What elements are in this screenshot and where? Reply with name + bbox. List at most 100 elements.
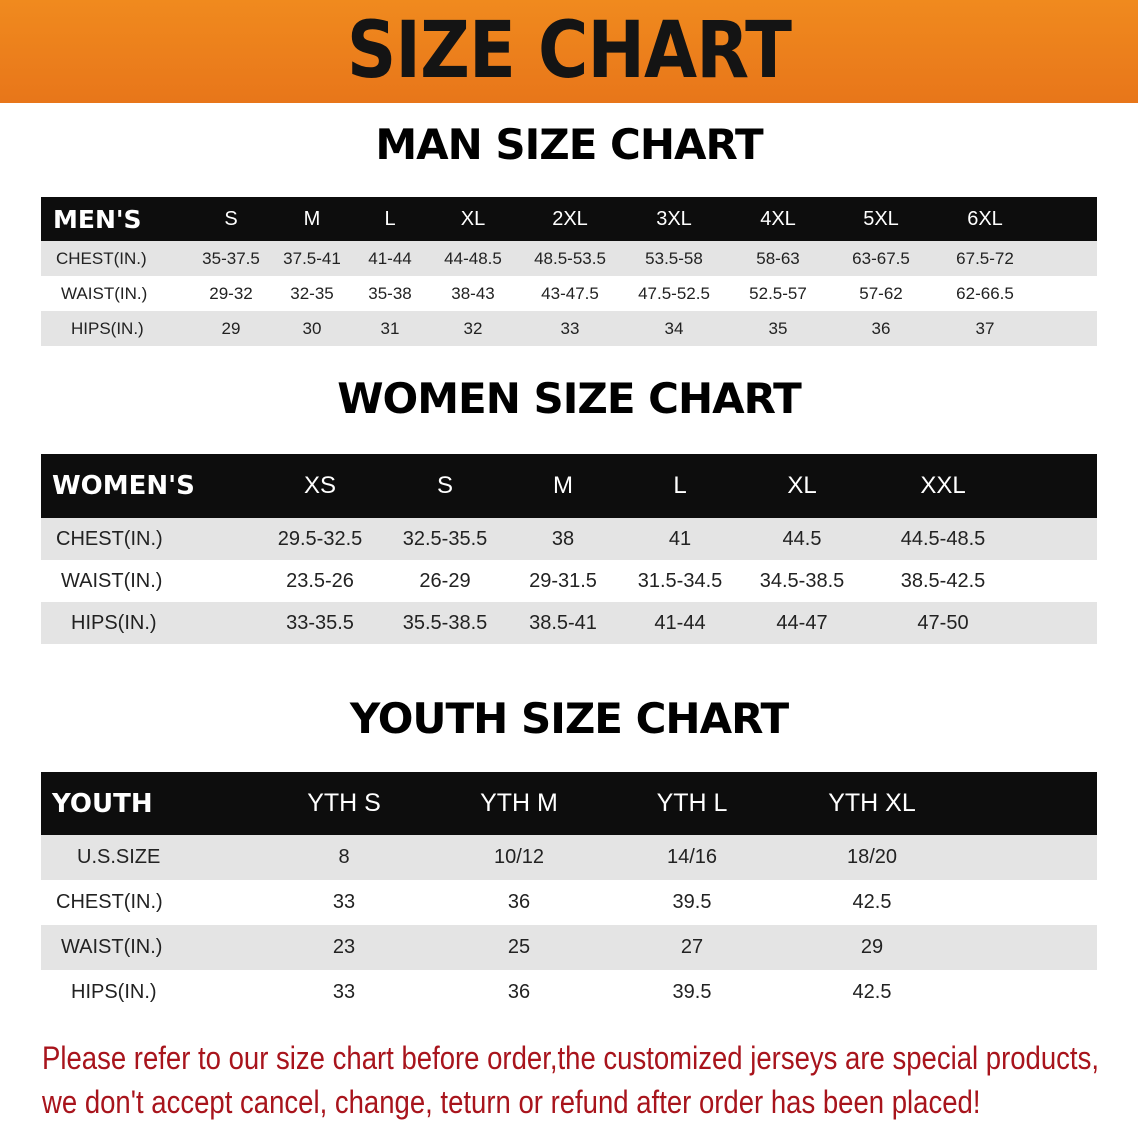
measurement-value-cell: 44.5 xyxy=(782,527,822,550)
size-header-cell: S xyxy=(436,472,454,499)
table-row: CHEST(IN.) 35-37.5 37.5-41 41-44 44-48.5 48.5… xyxy=(41,241,1097,276)
women-size-table: WOMEN'S XS S M L XL XXL CHEST(IN.) 29.5-32.5 32.5… xyxy=(41,454,1097,644)
table-title-cell: WOMEN'S xyxy=(52,471,195,501)
measurement-value-cell: 32.5-35.5 xyxy=(402,527,488,550)
table-header-row: MEN'S S M L XL 2XL 3XL 4XL 5XL 6XL xyxy=(41,197,1097,241)
measurement-label-cell: WAIST(IN.) xyxy=(61,569,163,592)
measurement-value-cell: 67.5-72 xyxy=(956,248,1014,268)
table-header-row: WOMEN'S XS S M L XL XXL xyxy=(41,454,1097,518)
measurement-value-cell: 44-47 xyxy=(776,611,828,634)
size-header-cell: YTH S xyxy=(307,789,381,817)
order-notice-line-1: Please refer to our size chart before or… xyxy=(42,1040,1099,1076)
measurement-label-cell: CHEST(IN.) xyxy=(56,527,163,550)
table-row: CHEST(IN.) 29.5-32.5 32.5-35.5 38 41 44.5 44.5… xyxy=(41,518,1097,560)
measurement-value-cell: 14/16 xyxy=(666,846,718,868)
measurement-value-cell: 34 xyxy=(664,318,684,338)
measurement-value-cell: 36 xyxy=(507,891,531,913)
measurement-value-cell: 62-66.5 xyxy=(956,283,1014,303)
size-header-cell: YTH L xyxy=(656,789,728,817)
table-row: WAIST(IN.) 23.5-26 26-29 29-31.5 31.5-34.5 34… xyxy=(41,560,1097,602)
size-header-cell: YTH M xyxy=(480,789,558,817)
size-header-cell: L xyxy=(384,207,396,230)
table-row: HIPS(IN.) 33 36 39.5 42.5 xyxy=(41,970,1097,1015)
measurement-value-cell: 38.5-41 xyxy=(529,611,597,634)
measurement-value-cell: 31 xyxy=(380,318,400,338)
size-header-cell: XL xyxy=(460,207,486,230)
banner-title: SIZE CHART xyxy=(346,6,792,96)
order-notice-line-2: we don't accept cancel, change, teturn o… xyxy=(42,1084,981,1120)
table-row: CHEST(IN.) 33 36 39.5 42.5 xyxy=(41,880,1097,925)
measurement-value-cell: 37 xyxy=(975,318,995,338)
measurement-value-cell: 29 xyxy=(860,936,884,958)
measurement-label-cell: HIPS(IN.) xyxy=(71,318,144,338)
size-header-cell: L xyxy=(673,472,687,499)
size-header-cell: M xyxy=(303,207,321,230)
measurement-value-cell: 58-63 xyxy=(756,248,800,268)
size-header-cell: XS xyxy=(303,472,337,499)
size-header-cell: 2XL xyxy=(552,207,588,230)
measurement-value-cell: 44.5-48.5 xyxy=(900,527,986,550)
size-header-cell: 4XL xyxy=(760,207,796,230)
measurement-value-cell: 44-48.5 xyxy=(444,248,502,268)
measurement-label-cell: HIPS(IN.) xyxy=(71,611,157,634)
table-header-row: YOUTH YTH S YTH M YTH L YTH XL xyxy=(41,772,1097,835)
size-header-cell: S xyxy=(224,207,238,230)
measurement-value-cell: 38 xyxy=(551,527,575,550)
measurement-value-cell: 27 xyxy=(680,936,704,958)
measurement-value-cell: 36 xyxy=(507,981,531,1003)
measurement-value-cell: 32 xyxy=(463,318,483,338)
measurement-value-cell: 30 xyxy=(302,318,322,338)
table-row: HIPS(IN.) 29 30 31 32 33 34 35 36 37 xyxy=(41,311,1097,346)
measurement-value-cell: 23.5-26 xyxy=(286,569,354,592)
measurement-value-cell: 34.5-38.5 xyxy=(759,569,845,592)
measurement-value-cell: 31.5-34.5 xyxy=(637,569,723,592)
measurement-value-cell: 37.5-41 xyxy=(283,248,341,268)
measurement-value-cell: 33 xyxy=(560,318,580,338)
measurement-value-cell: 53.5-58 xyxy=(645,248,703,268)
size-header-cell: 5XL xyxy=(863,207,899,230)
measurement-label-cell: U.S.SIZE xyxy=(77,846,161,868)
size-header-cell: 6XL xyxy=(967,207,1003,230)
measurement-value-cell: 18/20 xyxy=(846,846,898,868)
size-header-cell: XL xyxy=(787,472,817,499)
table-row: WAIST(IN.) 23 25 27 29 xyxy=(41,925,1097,970)
men-section-title: MAN SIZE CHART xyxy=(375,120,763,169)
measurement-value-cell: 57-62 xyxy=(859,283,903,303)
measurement-value-cell: 41-44 xyxy=(654,611,706,634)
measurement-value-cell: 48.5-53.5 xyxy=(534,248,606,268)
measurement-label-cell: WAIST(IN.) xyxy=(61,936,163,958)
measurement-value-cell: 35 xyxy=(768,318,788,338)
measurement-value-cell: 39.5 xyxy=(672,981,712,1003)
size-header-cell: YTH XL xyxy=(828,789,916,817)
table-row: WAIST(IN.) 29-32 32-35 35-38 38-43 43-47.5 47.… xyxy=(41,276,1097,311)
measurement-value-cell: 43-47.5 xyxy=(541,283,599,303)
measurement-value-cell: 36 xyxy=(871,318,891,338)
banner: SIZE CHART xyxy=(0,0,1138,103)
youth-size-table: YOUTH YTH S YTH M YTH L YTH XL U.S.SIZE 8 10/12… xyxy=(41,772,1097,1015)
measurement-value-cell: 42.5 xyxy=(852,891,892,913)
measurement-value-cell: 47-50 xyxy=(917,611,969,634)
measurement-value-cell: 32-35 xyxy=(290,283,334,303)
measurement-value-cell: 29-32 xyxy=(209,283,253,303)
measurement-value-cell: 29.5-32.5 xyxy=(277,527,363,550)
measurement-value-cell: 41-44 xyxy=(368,248,412,268)
size-header-cell: XXL xyxy=(920,472,966,499)
order-notice: Please refer to our size chart before or… xyxy=(42,1036,1134,1124)
youth-section-title: YOUTH SIZE CHART xyxy=(349,694,789,743)
size-header-cell: M xyxy=(553,472,573,499)
measurement-value-cell: 42.5 xyxy=(852,981,892,1003)
measurement-label-cell: WAIST(IN.) xyxy=(61,283,148,303)
measurement-value-cell: 47.5-52.5 xyxy=(638,283,710,303)
table-row: HIPS(IN.) 33-35.5 35.5-38.5 38.5-41 41-44 44-… xyxy=(41,602,1097,644)
measurement-value-cell: 29 xyxy=(221,318,241,338)
measurement-value-cell: 39.5 xyxy=(672,891,712,913)
table-title-cell: MEN'S xyxy=(53,204,142,234)
measurement-value-cell: 35.5-38.5 xyxy=(402,611,488,634)
measurement-label-cell: CHEST(IN.) xyxy=(56,891,163,913)
measurement-value-cell: 38.5-42.5 xyxy=(900,569,986,592)
measurement-value-cell: 41 xyxy=(668,527,692,550)
measurement-value-cell: 63-67.5 xyxy=(852,248,910,268)
size-header-cell: 3XL xyxy=(656,207,692,230)
measurement-value-cell: 10/12 xyxy=(493,846,545,868)
measurement-value-cell: 29-31.5 xyxy=(529,569,597,592)
